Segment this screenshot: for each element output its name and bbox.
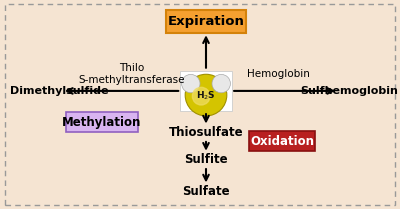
FancyBboxPatch shape xyxy=(249,131,315,151)
Text: Thilo
S-methyltransferase: Thilo S-methyltransferase xyxy=(79,63,185,85)
Text: Hemoglobin: Hemoglobin xyxy=(246,69,310,79)
FancyBboxPatch shape xyxy=(180,71,232,111)
Ellipse shape xyxy=(212,74,230,93)
Text: Thiosulfate: Thiosulfate xyxy=(169,126,243,139)
Text: Sulfite: Sulfite xyxy=(184,153,228,166)
FancyBboxPatch shape xyxy=(66,112,138,132)
Text: H$_2$S: H$_2$S xyxy=(196,90,216,102)
FancyBboxPatch shape xyxy=(166,10,246,33)
Text: Methylation: Methylation xyxy=(62,116,142,129)
Text: Dimethylsulfide: Dimethylsulfide xyxy=(10,86,108,96)
Ellipse shape xyxy=(192,87,210,105)
Ellipse shape xyxy=(185,74,227,116)
Ellipse shape xyxy=(182,74,200,93)
Text: Oxidation: Oxidation xyxy=(250,135,314,148)
Text: Sulfhemoglobin: Sulfhemoglobin xyxy=(300,86,398,96)
Text: Sulfate: Sulfate xyxy=(182,185,230,198)
Text: Expiration: Expiration xyxy=(168,15,244,28)
